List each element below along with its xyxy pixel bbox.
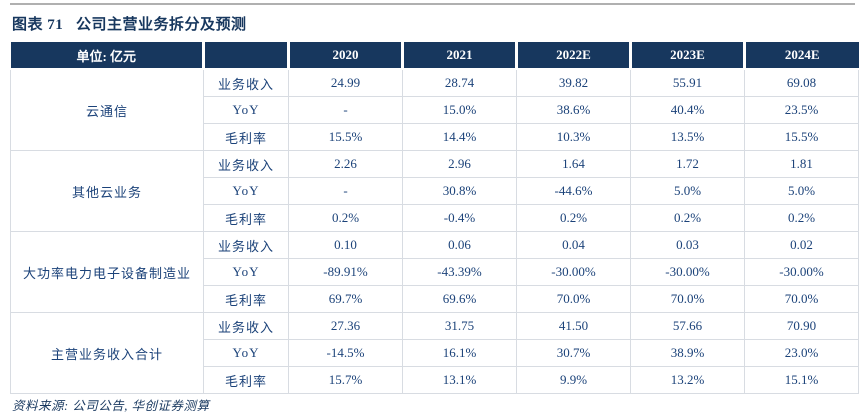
table-row: 大功率电力电子设备制造业 业务收入 0.10 0.06 0.04 0.03 0.02 [10,231,859,313]
table-row: 毛利率 15.7% 13.1% 9.9% 13.2% 15.1% [11,366,859,394]
value-cell: 1.81 [744,150,859,178]
year-header-cell: 2022E [515,42,632,70]
metric-cell: YoY [203,177,289,205]
value-cell: 16.1% [402,339,517,367]
value-cell: 41.50 [516,312,631,340]
value-cell: 30.8% [402,177,517,205]
value-cell: 15.5% [744,123,859,151]
value-cell: 55.91 [630,68,745,97]
metric-cell: 业务收入 [203,150,289,178]
value-cell: 5.0% [744,177,859,205]
value-cell: 69.6% [402,285,517,313]
top-divider [10,3,855,5]
value-cell: 0.2% [516,204,631,232]
metric-cell: 毛利率 [203,123,289,151]
year-header-cell: 2020 [287,42,404,70]
value-cell: 1.64 [516,150,631,178]
table-body: 云通信 业务收入 24.99 28.74 39.82 55.91 69.08 YoY -15.0… [10,68,859,394]
value-cell: 0.2% [288,204,403,232]
value-cell: 0.04 [516,231,631,259]
metric-cell: 毛利率 [203,204,289,232]
metric-cell: YoY [203,258,289,286]
value-cell: 15.0% [402,96,517,124]
value-cell: 13.2% [630,366,745,394]
metric-cell: 业务收入 [203,312,289,340]
category-cell: 其他云业务 [10,150,204,232]
year-header-cell: 2021 [401,42,518,70]
table-row: 毛利率 69.7% 69.6% 70.0% 70.0% 70.0% [11,285,859,313]
value-cell: 0.2% [744,204,859,232]
value-cell: -30.00% [744,258,859,286]
value-cell: 70.0% [516,285,631,313]
value-cell: -30.00% [630,258,745,286]
value-cell: -0.4% [402,204,517,232]
table-row: 主营业务收入合计 业务收入 27.36 31.75 41.50 57.66 70.90 [10,312,859,394]
value-cell: 28.74 [402,68,517,97]
value-cell: 9.9% [516,366,631,394]
metric-cell: 业务收入 [203,68,289,97]
value-cell: 70.0% [744,285,859,313]
value-cell: -44.6% [516,177,631,205]
value-cell: 5.0% [630,177,745,205]
value-cell: -30.00% [516,258,631,286]
category-cell: 云通信 [10,68,204,151]
value-cell: 10.3% [516,123,631,151]
value-cell: 70.0% [630,285,745,313]
value-cell: 31.75 [402,312,517,340]
value-cell: 0.10 [288,231,403,259]
value-cell: 14.4% [402,123,517,151]
category-cell: 大功率电力电子设备制造业 [10,231,204,313]
value-cell: 2.96 [402,150,517,178]
value-cell: 13.1% [402,366,517,394]
value-cell: 38.6% [516,96,631,124]
value-cell: 40.4% [630,96,745,124]
business-forecast-table: 单位: 亿元 2020 2021 2022E 2023E 2024E 云通信 业务… [10,42,859,394]
value-cell: 30.7% [516,339,631,367]
unit-header-cell: 单位: 亿元 [10,42,205,70]
value-cell: -89.91% [288,258,403,286]
year-header-cell: 2024E [743,42,859,70]
value-cell: - [288,177,403,205]
value-cell: 0.06 [402,231,517,259]
table-row: YoY -14.5% 16.1% 30.7% 38.9% 23.0% [11,339,859,367]
value-cell: 38.9% [630,339,745,367]
metric-cell: 毛利率 [203,285,289,313]
value-cell: 0.2% [630,204,745,232]
value-cell: 57.66 [630,312,745,340]
value-cell: 39.82 [516,68,631,97]
table-row: 其他云业务 业务收入 2.26 2.96 1.64 1.72 1.81 [10,150,859,232]
value-cell: 69.08 [744,68,859,97]
value-cell: 2.26 [288,150,403,178]
value-cell: 15.1% [744,366,859,394]
table-row: YoY -15.0% 38.6% 40.4% 23.5% [11,96,859,124]
value-cell: 1.72 [630,150,745,178]
value-cell: -43.39% [402,258,517,286]
value-cell: 13.5% [630,123,745,151]
value-cell: 70.90 [744,312,859,340]
metric-header-cell [202,42,290,70]
figure-title: 图表 71 公司主营业务拆分及预测 [12,17,247,33]
table-header-row: 单位: 亿元 2020 2021 2022E 2023E 2024E [10,42,859,70]
value-cell: 23.0% [744,339,859,367]
year-header-cell: 2023E [629,42,746,70]
metric-cell: 毛利率 [203,366,289,394]
value-cell: 27.36 [288,312,403,340]
value-cell: -14.5% [288,339,403,367]
table-row: 毛利率 0.2% -0.4% 0.2% 0.2% 0.2% [11,204,859,232]
value-cell: 23.5% [744,96,859,124]
value-cell: - [288,96,403,124]
source-note: 资料来源: 公司公告, 华创证券测算 [12,399,210,413]
category-cell: 主营业务收入合计 [10,312,204,394]
metric-cell: YoY [203,96,289,124]
value-cell: 69.7% [288,285,403,313]
value-cell: 0.03 [630,231,745,259]
value-cell: 15.7% [288,366,403,394]
metric-cell: 业务收入 [203,231,289,259]
table-row: 云通信 业务收入 24.99 28.74 39.82 55.91 69.08 [10,68,859,151]
metric-cell: YoY [203,339,289,367]
value-cell: 0.02 [744,231,859,259]
value-cell: 15.5% [288,123,403,151]
value-cell: 24.99 [288,68,403,97]
